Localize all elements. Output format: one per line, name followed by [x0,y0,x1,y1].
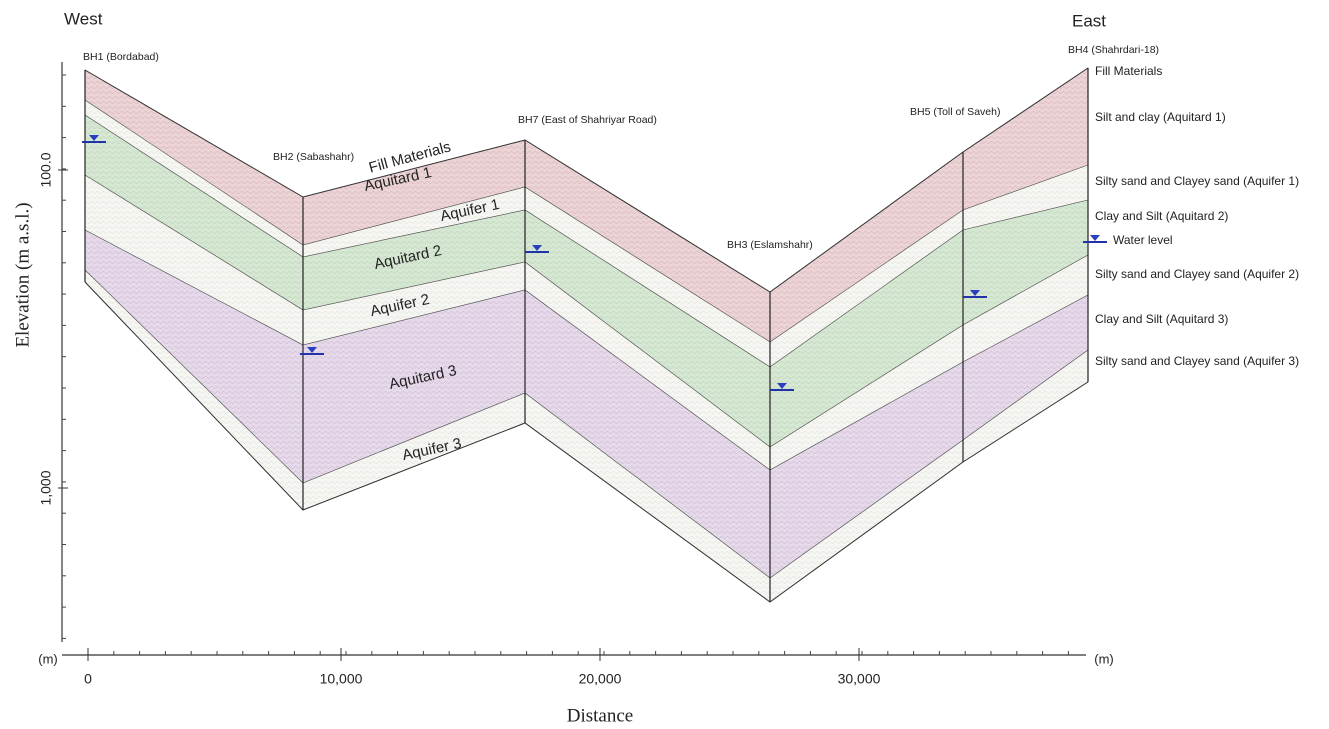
borehole-label: BH1 (Bordabad) [83,51,159,63]
x-tick-label: 0 [84,671,92,687]
legend-label: Clay and Silt (Aquitard 3) [1095,312,1228,326]
west-label: West [64,9,103,28]
x-tick-label: 10,000 [320,671,363,687]
y-axis-title: Elevation (m a.s.l.) [12,202,33,347]
borehole-label: BH4 (Shahrdari-18) [1068,44,1159,56]
borehole-label: BH3 (Eslamshahr) [727,239,813,251]
x-tick-label: 30,000 [838,671,881,687]
legend-label: Silty sand and Clayey sand (Aquifer 3) [1095,354,1299,368]
water-symbol [1090,235,1100,241]
borehole-label: BH7 (East of Shahriyar Road) [518,114,657,126]
x-unit-left: (m) [38,651,58,666]
cross-section: West East Elevation (m a.s.l.) Distance … [0,0,1329,729]
borehole-label: BH2 (Sabashahr) [273,151,354,163]
legend-label: Water level [1113,233,1173,247]
legend-label: Silty sand and Clayey sand (Aquifer 2) [1095,267,1299,281]
page: { "header": {"west": "West", "east": "Ea… [0,0,1329,729]
x-tick-label: 20,000 [579,671,622,687]
layers [85,68,1088,602]
borehole-label: BH5 (Toll of Saveh) [910,106,1000,118]
y-tick-label: 100.0 [38,152,54,187]
x-unit-right: (m) [1094,651,1114,666]
legend-label: Clay and Silt (Aquitard 2) [1095,209,1228,223]
legend-label: Silt and clay (Aquitard 1) [1095,110,1226,124]
x-axis-title: Distance [567,705,633,726]
legend-label: Fill Materials [1095,64,1162,78]
east-label: East [1072,11,1106,30]
y-tick-label: 1,000 [38,470,54,505]
legend-label: Silty sand and Clayey sand (Aquifer 1) [1095,174,1299,188]
